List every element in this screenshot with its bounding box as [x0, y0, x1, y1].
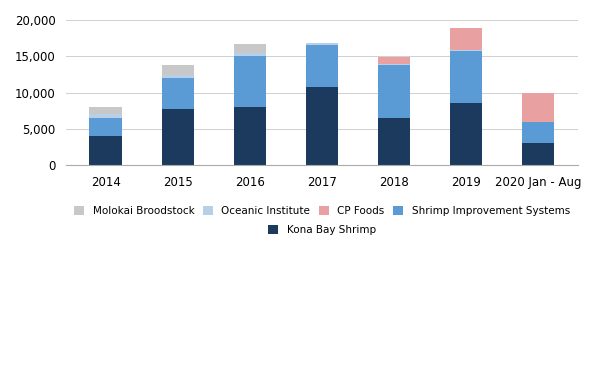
- Bar: [378, 64, 410, 65]
- Bar: [161, 109, 194, 165]
- Bar: [378, 57, 410, 64]
- Bar: [378, 118, 410, 165]
- Bar: [233, 107, 266, 165]
- Bar: [305, 43, 338, 45]
- Bar: [89, 114, 122, 118]
- Bar: [233, 56, 266, 107]
- Bar: [522, 93, 554, 122]
- Bar: [378, 65, 410, 118]
- Bar: [450, 103, 482, 165]
- Bar: [89, 136, 122, 165]
- Bar: [305, 87, 338, 165]
- Bar: [522, 144, 554, 165]
- Bar: [305, 45, 338, 87]
- Bar: [233, 53, 266, 56]
- Legend: Kona Bay Shrimp: Kona Bay Shrimp: [266, 223, 378, 237]
- Bar: [522, 122, 554, 144]
- Bar: [450, 28, 482, 50]
- Bar: [89, 118, 122, 136]
- Bar: [161, 75, 194, 78]
- Bar: [450, 51, 482, 103]
- Bar: [161, 65, 194, 75]
- Bar: [233, 44, 266, 53]
- Bar: [450, 50, 482, 51]
- Bar: [89, 107, 122, 114]
- Bar: [161, 78, 194, 109]
